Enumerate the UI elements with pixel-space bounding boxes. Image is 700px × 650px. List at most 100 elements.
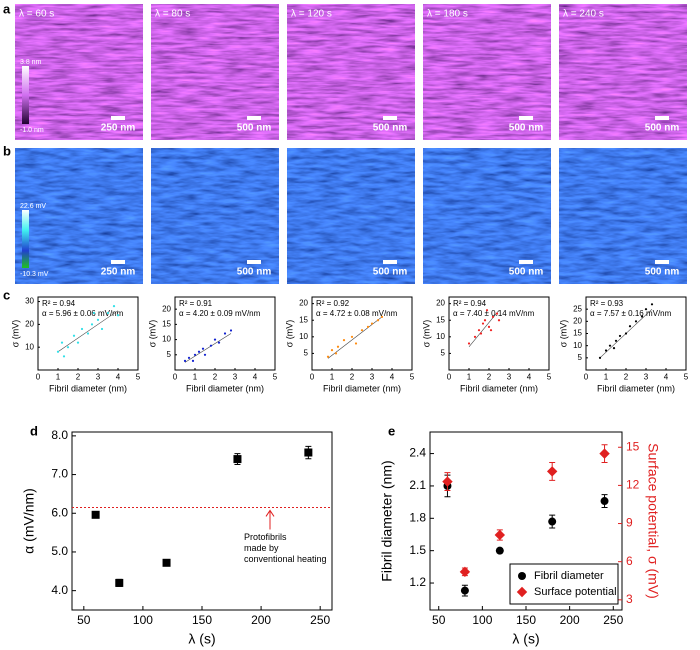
panel-label: c [3,287,10,302]
y-axis-label: σ (mV) [10,320,20,348]
marker [614,339,618,342]
y-tick-label: 20 [299,299,308,308]
x-tick-label: 0 [36,372,41,381]
marker [80,327,84,331]
y-tick-label: 30 [25,297,34,306]
x-tick-label: 0 [447,372,452,381]
fit-line [184,333,232,363]
marker [112,305,116,308]
marker [634,320,638,323]
marker [618,334,622,338]
legend-marker [518,572,526,580]
y-axis-label: σ (mV) [558,320,568,348]
marker [201,347,205,350]
marker [92,311,96,315]
y-tick-label: 5 [441,349,446,358]
y-tick-label: 5 [167,350,172,359]
scale-bar-label: 500 nm [373,267,408,278]
colorbar-label: 3.8 nm [20,59,42,66]
y-tick-label: 20 [573,316,582,325]
x-tick-label: 200 [560,613,580,627]
marker [106,311,110,315]
colorbar-label: -10.3 mV [20,271,49,278]
scale-bar-label: 500 nm [509,267,544,278]
annotation: α = 4.20 ± 0.09 mV/nm [179,309,261,318]
image-title: λ = 80 s [155,9,190,20]
marker [115,578,124,587]
y-tick-label: 10 [162,335,171,344]
marker [330,348,334,352]
image-title: λ = 120 s [291,9,332,20]
marker [354,342,358,345]
marker [233,455,242,464]
x-tick-label: 100 [472,613,492,627]
y-tick-label: 6.0 [51,505,68,519]
marker [304,448,313,457]
x-tick-label: 2 [213,372,218,381]
y-axis-label: σ (mV) [421,320,431,348]
marker [644,308,648,311]
marker [197,350,201,353]
x-tick-label: 1 [467,372,472,381]
x-tick-label: 50 [432,613,446,627]
annotation: α = 7.40 ± 0.14 mV/nm [453,309,535,318]
x-tick-label: 4 [664,372,669,381]
marker [650,303,654,306]
scale-bar [655,260,669,264]
y-tick-label: 20 [162,304,171,313]
marker [334,352,338,355]
y-tick-label: 4.0 [51,583,68,597]
marker [608,344,612,347]
y-tick-label: 7.0 [51,467,68,481]
plot-frame [448,296,550,371]
scale-bar-label: 500 nm [509,123,544,134]
x-axis-label: λ (s) [188,631,215,647]
legend-label: Fibril diameter [534,570,604,582]
marker [162,558,171,567]
marker [183,359,187,362]
annotation: α = 4.72 ± 0.08 mV/nm [316,309,398,318]
y-axis-label: α (mV/nm) [21,488,37,554]
y-tick-label: 25 [573,304,582,313]
x-axis-label: Fibril diameter (nm) [597,383,675,393]
marker [376,319,380,322]
x-tick-label: 1 [193,372,198,381]
fit-line [468,310,500,347]
colorbar-label: -1.0 nm [20,127,44,134]
annotation: R² = 0.94 [453,299,487,308]
scale-bar [383,116,397,120]
x-tick-label: 100 [133,613,153,627]
x-tick-label: 0 [584,372,589,381]
chart: 50 100 150 200 250 4.0 5.0 6.0 7.0 8.0 λ (s) α (mV/… [21,428,333,647]
fit-line [57,310,119,352]
fit-line [327,316,383,359]
marker [342,339,346,342]
marker [479,332,483,335]
x-axis-label: Fibril diameter (nm) [323,383,401,393]
chart: 0 1 2 3 4 5 5 10 15 20 25 Fibril diameter (nm) σ (mV… [558,296,689,393]
x-tick-label: 4 [116,372,121,381]
marker [640,315,644,318]
scale-bar [111,260,125,264]
scale-bar [383,260,397,264]
scale-bar-label: 250 nm [101,123,136,134]
annotation: R² = 0.91 [179,299,213,308]
plot-frame [71,431,333,611]
marker [191,359,195,362]
y2-tick-label: 6 [626,554,633,568]
marker [612,347,616,350]
marker [442,476,453,487]
marker [604,349,608,352]
colorbar [22,210,29,268]
y-tick-label: 15 [162,319,171,328]
marker [360,329,364,332]
x-tick-label: 3 [233,372,238,381]
y-axis-label: Fibril diameter (nm) [379,460,395,581]
marker [624,332,628,335]
scale-bar-label: 500 nm [237,267,272,278]
marker [86,332,90,335]
x-axis-label: λ (s) [512,631,539,647]
y-tick-label: 5.0 [51,544,68,558]
marker [546,466,558,477]
marker [203,353,207,356]
